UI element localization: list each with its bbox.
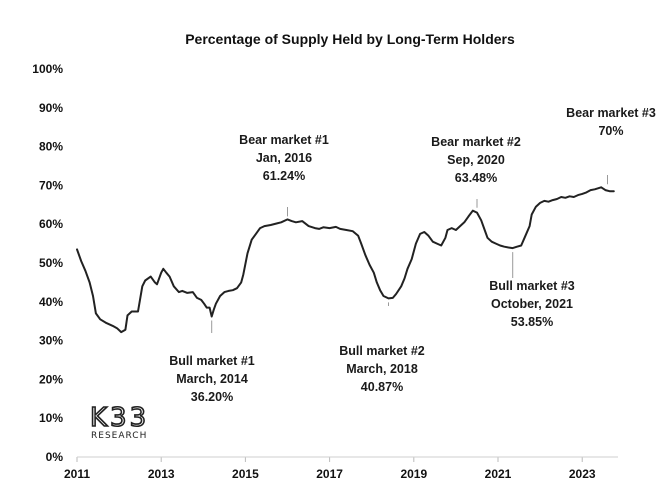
annotation-label: Jan, 2016 [256,151,312,165]
annotation-label: 40.87% [361,380,403,394]
annotation-layer: Bull market #1 March, 2014 36.20% Bear mark… [169,106,656,404]
annotation-label: Bull market #2 [339,344,425,358]
annotation-label: Bear market #1 [239,133,329,147]
annotation-label: 63.48% [455,171,497,185]
y-tick-label: 80% [39,140,63,154]
annotation-label: Bull market #1 [169,354,255,368]
y-tick-label: 70% [39,178,63,192]
annotation-label: Sep, 2020 [447,153,505,167]
x-tick-label: 2021 [485,467,512,481]
chart-title: Percentage of Supply Held by Long-Term H… [185,31,515,47]
annotation-label: October, 2021 [491,297,573,311]
annotation-label: Bear market #2 [431,135,521,149]
annotation-label: Bull market #3 [489,279,575,293]
k33-research-logo: K33 RESEARCH [89,402,149,441]
annotation-label: Bear market #3 [566,106,656,120]
series-layer [76,186,615,334]
x-tick-label: 2019 [400,467,427,481]
logo-sub-text: RESEARCH [91,431,147,441]
y-tick-label: 20% [39,372,63,386]
annotation-label: 61.24% [263,169,305,183]
y-tick-label: 100% [32,62,63,76]
y-axis-ticks: 0% 10% 20% 30% 40% 50% 60% 70% 80% 90% 100% [32,62,63,464]
annotation-label: 70% [598,124,623,138]
x-tick-label: 2013 [148,467,175,481]
y-tick-label: 30% [39,334,63,348]
annotation-label: March, 2014 [176,372,248,386]
y-tick-label: 40% [39,295,63,309]
x-tick-label: 2011 [64,467,90,481]
y-tick-label: 90% [39,101,63,115]
series-line [76,186,615,334]
annotation-label: March, 2018 [346,362,418,376]
annotation-label: 36.20% [191,390,233,404]
y-tick-label: 60% [39,217,63,231]
x-tick-label: 2023 [569,467,596,481]
y-tick-label: 0% [46,450,64,464]
logo-main-text: K33 [90,403,149,433]
y-tick-label: 10% [39,411,63,425]
x-tick-label: 2017 [316,467,343,481]
x-axis-ticks: 2011 2013 2015 2017 2019 2021 2023 [64,457,596,481]
annotation-label: 53.85% [511,315,553,329]
x-tick-label: 2015 [232,467,259,481]
y-tick-label: 50% [39,256,63,270]
